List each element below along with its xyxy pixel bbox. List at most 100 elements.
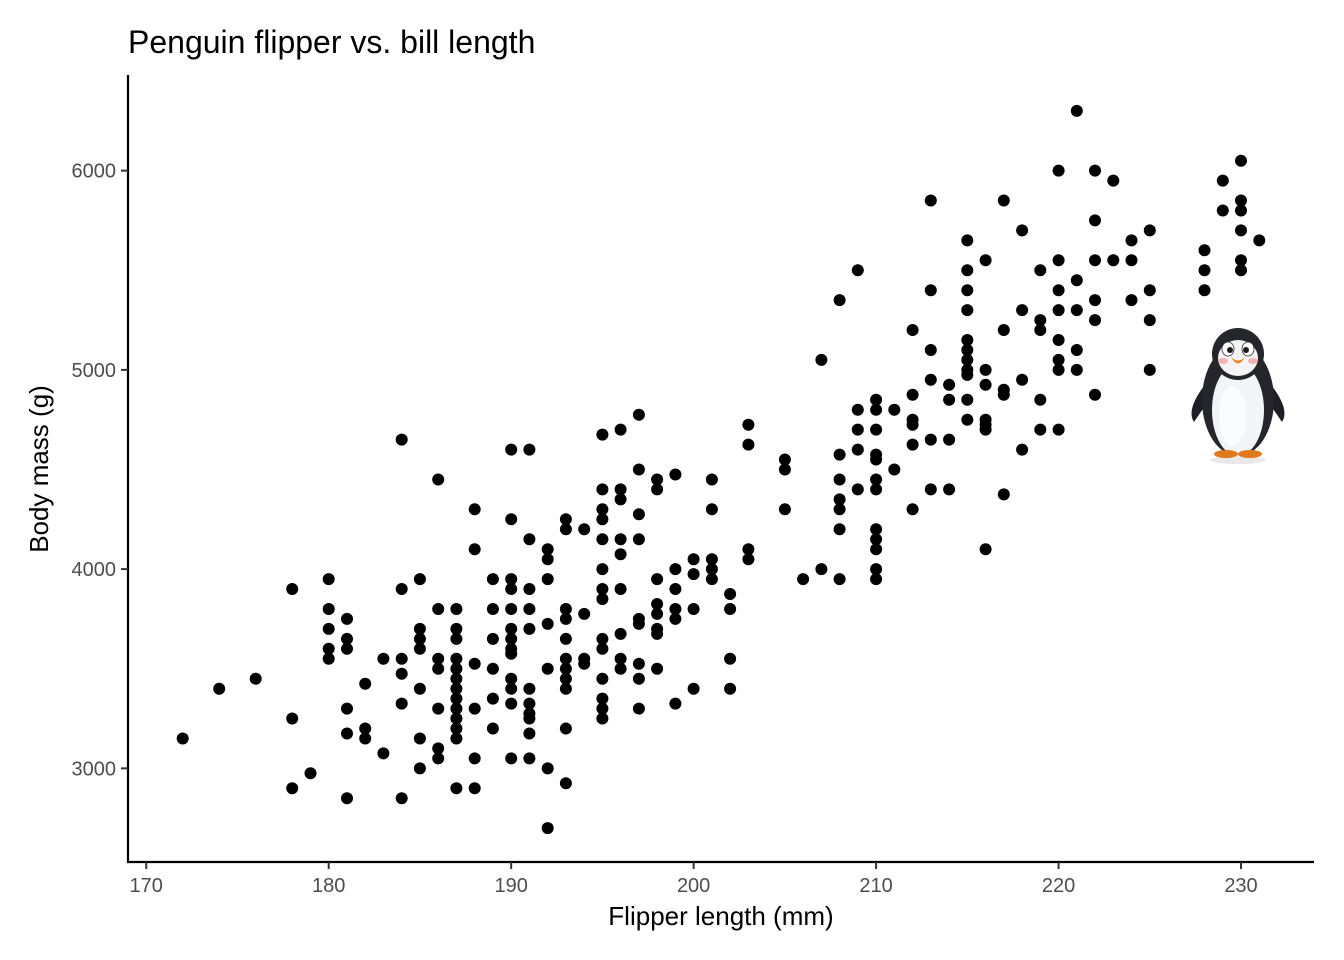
data-point	[213, 682, 226, 695]
data-point	[924, 194, 937, 207]
data-point	[742, 543, 755, 556]
data-point	[450, 622, 463, 635]
data-point	[651, 607, 664, 620]
data-point	[468, 543, 481, 556]
data-point	[687, 553, 700, 566]
penguin-icon	[1191, 328, 1285, 464]
data-point	[341, 727, 353, 740]
data-point	[176, 732, 189, 745]
data-point	[632, 702, 645, 715]
data-point	[1125, 254, 1138, 267]
data-point	[833, 503, 846, 516]
x-tick-label: 190	[494, 875, 527, 897]
data-point	[486, 632, 499, 645]
data-point	[870, 453, 883, 466]
data-point	[395, 652, 408, 665]
data-point	[505, 603, 518, 615]
data-point	[1216, 204, 1229, 217]
data-point	[632, 672, 645, 685]
data-point	[341, 632, 353, 645]
data-point	[541, 553, 554, 566]
data-point	[705, 573, 718, 586]
data-point	[505, 647, 518, 660]
data-point	[1089, 254, 1101, 267]
data-point	[1198, 264, 1211, 277]
data-point	[632, 533, 645, 546]
data-point	[286, 782, 299, 795]
data-point	[924, 344, 937, 356]
data-point	[833, 473, 846, 486]
data-point	[961, 393, 974, 406]
data-point	[596, 428, 609, 441]
data-point	[1235, 224, 1247, 237]
data-point	[1198, 284, 1211, 297]
data-point	[651, 483, 664, 496]
data-point	[961, 413, 974, 426]
data-point	[359, 677, 372, 690]
data-point	[943, 483, 956, 496]
data-point	[377, 747, 390, 760]
data-point	[596, 642, 609, 655]
data-point	[1089, 314, 1101, 327]
data-point	[669, 612, 682, 625]
data-point	[413, 762, 426, 775]
data-point	[815, 353, 828, 366]
data-point	[450, 632, 463, 645]
data-point	[1070, 304, 1083, 317]
data-point	[559, 682, 572, 695]
data-point	[1253, 234, 1266, 247]
data-point	[468, 702, 481, 715]
data-point	[486, 573, 499, 586]
data-point	[596, 702, 609, 715]
data-point	[1034, 264, 1047, 277]
data-point	[432, 662, 445, 675]
data-point	[961, 304, 974, 317]
data-point	[322, 622, 335, 635]
data-point	[614, 493, 627, 506]
data-point	[815, 563, 828, 576]
data-point	[851, 483, 864, 496]
data-point	[1089, 388, 1101, 401]
data-point	[651, 573, 664, 586]
x-tick-label: 230	[1224, 875, 1257, 897]
data-point	[578, 657, 591, 670]
data-point	[632, 508, 645, 521]
data-point	[432, 752, 445, 765]
data-point	[961, 284, 974, 297]
data-point	[450, 692, 463, 705]
data-point	[1107, 254, 1120, 267]
data-point	[596, 593, 609, 605]
data-point	[669, 563, 682, 576]
data-point	[541, 617, 554, 630]
data-point	[961, 344, 974, 356]
data-point	[413, 732, 426, 745]
data-point	[906, 324, 919, 336]
data-point	[432, 603, 445, 615]
data-point	[1052, 284, 1065, 297]
data-point	[377, 652, 390, 665]
data-point	[486, 692, 499, 705]
data-point	[322, 652, 335, 665]
data-point	[906, 418, 919, 431]
data-point	[669, 468, 682, 481]
data-point	[614, 583, 627, 595]
data-point	[1107, 174, 1120, 187]
points-layer	[176, 104, 1266, 835]
data-point	[924, 373, 937, 386]
data-point	[523, 583, 536, 595]
data-point	[979, 423, 992, 436]
data-point	[1052, 164, 1065, 177]
data-point	[870, 403, 883, 416]
data-point	[1034, 324, 1047, 336]
data-point	[559, 523, 572, 536]
data-point	[778, 463, 791, 476]
data-point	[523, 682, 536, 695]
data-point	[724, 652, 737, 665]
data-point	[559, 652, 572, 665]
data-point	[413, 682, 426, 695]
data-point	[1235, 194, 1247, 207]
data-point	[1070, 274, 1083, 287]
data-point	[724, 603, 737, 615]
chart-title: Penguin flipper vs. bill length	[128, 24, 535, 60]
